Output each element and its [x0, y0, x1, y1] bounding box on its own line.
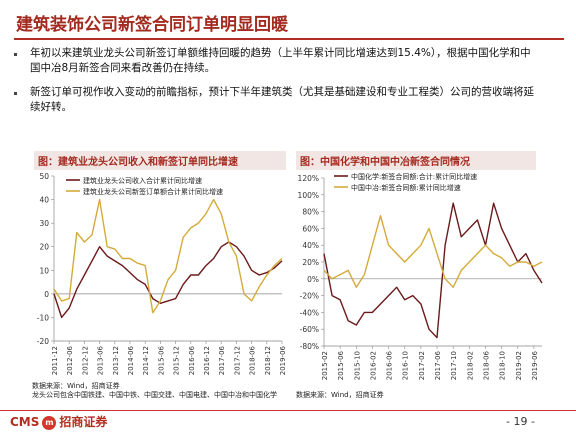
paragraph-2: 新签订单可视作收入变动的前瞻指标，预计下半年建筑类（尤其是基础建设和专业工程类）…	[30, 86, 534, 113]
x-tick-label: 2017-06	[218, 345, 226, 375]
y-tick-label: -60%	[300, 325, 319, 334]
y-tick-label: -20	[37, 337, 49, 346]
x-tick-label: 2016-06	[188, 345, 196, 375]
x-tick-label: 2018-06	[249, 345, 257, 375]
right-chart-title: 图：中国化学和中国中冶新签合同情况	[296, 151, 536, 170]
series-line-2	[323, 215, 543, 288]
x-tick-label: 2015-12	[173, 346, 181, 375]
title-rule	[14, 38, 564, 40]
y-tick-label: 20%	[302, 258, 319, 267]
x-tick-label: 2017-10	[450, 351, 458, 380]
x-tick-label: 2018-10	[499, 351, 507, 380]
x-tick-label: 2019-06	[531, 350, 539, 380]
x-tick-label: 2016-02	[369, 351, 377, 380]
left-line-chart: -20 -10 0 10 20 30 40 50 2011-12 2012-06 2012-12 20…	[37, 172, 287, 375]
left-chart-title: 图：建筑业龙头公司收入和新签订单同比增速	[34, 151, 286, 170]
brand-badge-icon: m	[42, 415, 57, 430]
left-source-text: 数据来源：Wind，招商证券	[32, 382, 120, 390]
paragraph-1: 年初以来建筑业龙头公司新签订单额维持回暖的趋势（上半年累计同比增速达到15.4%…	[30, 47, 531, 74]
x-tick-label: 2014-06	[127, 345, 135, 375]
brand-logo: CMS m 招商证券	[10, 413, 107, 430]
bullet-2	[14, 92, 17, 95]
y-tick-label: 10	[39, 266, 49, 275]
y-tick-label: -10	[37, 313, 49, 322]
y-tick-label: 120%	[298, 174, 319, 183]
x-tick-label: 2014-12	[142, 346, 150, 375]
left-note-text: 龙头公司包含中国铁建、中国中铁、中国交建、中国电建、中国中冶和中国化学	[32, 391, 277, 399]
x-tick-label: 2017-02	[418, 351, 426, 380]
x-tick-label: 2019-02	[515, 351, 523, 380]
x-tick-label: 2013-06	[97, 345, 105, 375]
x-tick-label: 2015-10	[353, 351, 361, 380]
x-tick-label: 2015-06	[157, 345, 165, 375]
left-chart-source: 数据来源：Wind，招商证券 龙头公司包含中国铁建、中国中铁、中国交建、中国电建…	[32, 382, 292, 400]
y-tick-label: 30	[39, 219, 49, 228]
x-tick-label: 2012-06	[66, 345, 74, 375]
y-tick-label: 40%	[302, 241, 319, 250]
x-tick-label: 2018-12	[264, 346, 272, 375]
legend-label: 中国化学:新签合同额:合计:累计同比增速	[351, 172, 477, 181]
y-tick-label: 0	[44, 290, 49, 299]
x-tick-label: 2018-06	[482, 350, 490, 380]
x-tick-label: 2019-06	[279, 345, 287, 375]
x-tick-label: 2016-06	[386, 350, 394, 380]
y-tick-label: 80%	[302, 208, 319, 217]
x-tick-label: 2017-06	[434, 350, 442, 380]
y-tick-label: 0%	[307, 275, 319, 284]
x-tick-label: 2017-12	[233, 346, 241, 375]
legend-label: 建筑业龙头公司收入合计累计同比增速	[83, 176, 202, 185]
y-tick-label: 20	[39, 243, 49, 252]
right-chart-source: 数据来源：Wind，招商证券	[296, 391, 384, 399]
title-bar: 建筑装饰公司新签合同订单明显回暖	[0, 0, 576, 48]
x-tick-label: 2012-12	[81, 346, 89, 375]
series-line-1	[323, 202, 543, 339]
x-tick-label: 2016-10	[402, 351, 410, 380]
series-line-2	[53, 198, 283, 314]
x-tick-label: 2016-12	[203, 346, 211, 375]
page-number: - 19 -	[506, 415, 535, 428]
y-tick-label: -80%	[300, 342, 319, 351]
x-tick-label: 2013-12	[112, 346, 120, 375]
x-tick-label: 2015-06	[337, 350, 345, 380]
y-tick-label: 40	[39, 196, 49, 205]
x-tick-label: 2018-02	[466, 351, 474, 380]
footer-rule	[0, 410, 576, 411]
y-tick-label: -20%	[300, 292, 319, 301]
y-tick-label: 50	[39, 172, 49, 181]
brand-cn: 招商证券	[59, 415, 108, 429]
y-tick-label: -40%	[300, 308, 319, 317]
x-tick-label: 2011-12	[51, 346, 59, 375]
y-tick-label: 60%	[302, 224, 319, 233]
bullet-1	[14, 53, 17, 56]
brand-latin: CMS	[10, 415, 40, 429]
series-line-1	[53, 241, 283, 319]
page-title: 建筑装饰公司新签合同订单明显回暖	[16, 15, 288, 35]
legend-label: 建筑业龙头公司新签订单额合计累计同比增速	[83, 187, 223, 196]
right-line-chart: -80% -60% -40% -20% 0% 20% 40% 60% 80% 100% 120% 20…	[298, 172, 543, 380]
legend-label: 中国中冶:新签合同额:累计同比增速	[351, 183, 461, 192]
x-tick-label: 2015-02	[321, 351, 329, 380]
y-tick-label: 100%	[298, 191, 319, 200]
